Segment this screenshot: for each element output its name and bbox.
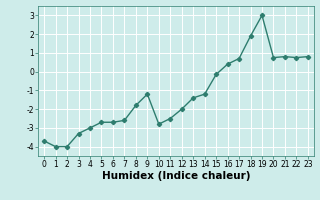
- X-axis label: Humidex (Indice chaleur): Humidex (Indice chaleur): [102, 171, 250, 181]
